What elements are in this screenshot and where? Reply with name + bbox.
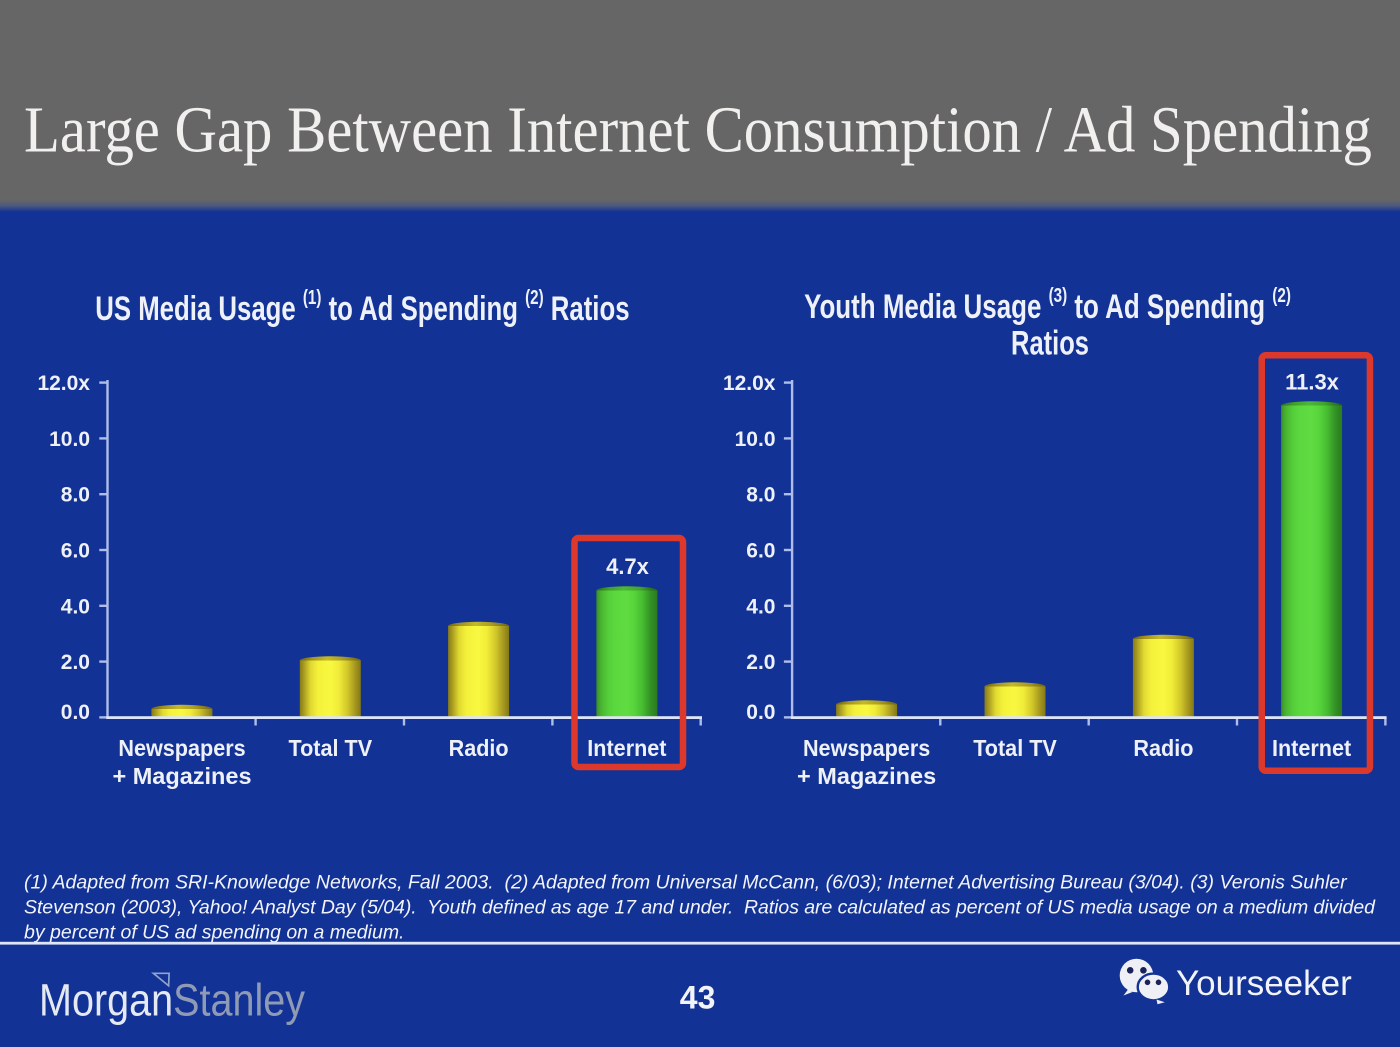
svg-text:12.0x: 12.0x: [723, 372, 776, 395]
svg-text:10.0: 10.0: [49, 428, 90, 451]
svg-text:+ Magazines: + Magazines: [797, 763, 936, 789]
svg-text:Radio: Radio: [1133, 735, 1193, 761]
svg-text:Stevenson (2003), Yahoo! Analy: Stevenson (2003), Yahoo! Analyst Day (5/…: [24, 897, 1376, 919]
svg-text:MorganStanley: MorganStanley: [39, 975, 306, 1025]
svg-text:0.0: 0.0: [61, 701, 90, 724]
svg-text:2.0: 2.0: [61, 651, 90, 674]
svg-text:Total TV: Total TV: [288, 735, 372, 761]
svg-text:2.0: 2.0: [746, 651, 775, 674]
svg-text:+ Magazines: + Magazines: [112, 763, 251, 789]
svg-text:Radio: Radio: [449, 735, 509, 761]
svg-text:4.0: 4.0: [61, 595, 90, 618]
svg-text:Ratios: Ratios: [1011, 325, 1089, 362]
svg-text:(1) Adapted from SRI-Knowledge: (1) Adapted from SRI-Knowledge Networks,…: [24, 872, 1348, 894]
svg-text:Youth Media Usage (3) to Ad Sp: Youth Media Usage (3) to Ad Spending (2): [804, 284, 1291, 326]
svg-text:11.3x: 11.3x: [1285, 370, 1340, 395]
svg-text:Internet: Internet: [587, 735, 667, 761]
svg-text:US Media Usage (1) to Ad Spend: US Media Usage (1) to Ad Spending (2) Ra…: [95, 286, 629, 328]
svg-text:Newspapers: Newspapers: [803, 735, 930, 761]
svg-text:Yourseeker: Yourseeker: [1176, 964, 1352, 1003]
svg-text:4.0: 4.0: [746, 595, 775, 618]
svg-text:6.0: 6.0: [61, 540, 90, 563]
svg-text:8.0: 8.0: [746, 484, 775, 507]
svg-text:Total TV: Total TV: [973, 735, 1057, 761]
svg-text:4.7x: 4.7x: [606, 554, 650, 579]
svg-text:12.0x: 12.0x: [37, 372, 90, 395]
svg-text:Large Gap Between Internet Con: Large Gap Between Internet Consumption /…: [24, 92, 1372, 166]
svg-text:10.0: 10.0: [735, 428, 776, 451]
svg-text:8.0: 8.0: [61, 484, 90, 507]
svg-text:Newspapers: Newspapers: [118, 735, 245, 761]
svg-text:6.0: 6.0: [746, 540, 775, 563]
svg-text:43: 43: [680, 980, 716, 1016]
svg-text:by percent of US ad spending o: by percent of US ad spending on a medium…: [24, 922, 404, 944]
svg-text:0.0: 0.0: [746, 701, 775, 724]
svg-text:Internet: Internet: [1272, 735, 1352, 761]
